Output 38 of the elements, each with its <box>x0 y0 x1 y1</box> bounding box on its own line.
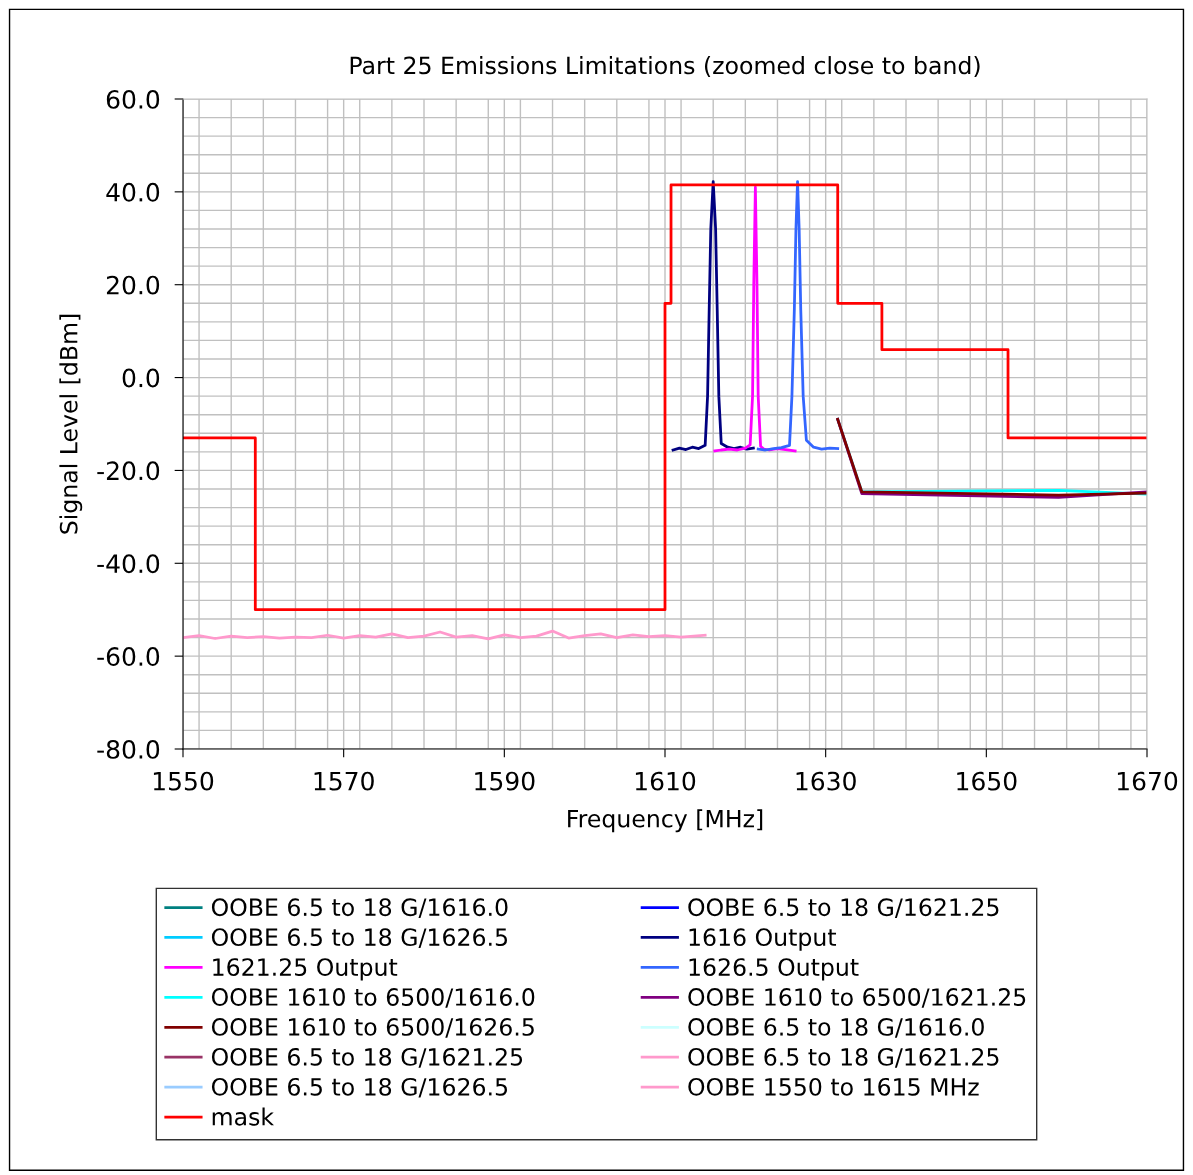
legend-label: 1616 Output <box>689 928 837 951</box>
line-series <box>756 180 840 452</box>
y-tick-label: 20.0 <box>106 275 160 295</box>
legend-label: 1621.25 Output <box>213 958 398 981</box>
y-tick-label: -60.0 <box>97 647 160 666</box>
legend-label: OOBE 6.5 to 18 G/1621.25 <box>688 1047 999 1068</box>
legend-label: OOBE 1610 to 6500/1626.5 <box>211 1018 534 1038</box>
legend-label: OOBE 6.5 to 18 G/1621.25 <box>211 1047 523 1068</box>
y-tick-label: 0.0 <box>122 368 160 388</box>
x-tick-label: 1550 <box>153 771 214 791</box>
y-tick-label: -40.0 <box>97 554 160 574</box>
legend-label: OOBE 6.5 to 18 G/1616.0 <box>211 898 508 918</box>
y-tick-label: 40.0 <box>106 182 160 202</box>
legend-label: OOBE 1610 to 6500/1621.25 <box>688 988 1026 1008</box>
line-series <box>183 183 1147 612</box>
line-series <box>671 180 755 452</box>
x-tick-label: 1590 <box>475 771 535 791</box>
legend-label: 1626.5 Output <box>689 958 859 981</box>
legend-label: OOBE 1610 to 6500/1616.0 <box>211 988 535 1008</box>
chart-title: Part 25 Emissions Limitations (zoomed close to band) <box>350 56 980 78</box>
line-series <box>183 629 707 641</box>
legend-label: OOBE 6.5 to 18 G/1626.5 <box>211 928 508 948</box>
y-tick-label: 60.0 <box>106 89 160 109</box>
x-tick-label: 1670 <box>1117 771 1178 791</box>
line-series <box>713 185 797 453</box>
x-tick-label: 1650 <box>957 771 1017 791</box>
x-tick-label: 1610 <box>635 771 696 791</box>
legend-label: OOBE 1550 to 1615 MHz <box>688 1077 979 1096</box>
legend-label: mask <box>212 1107 274 1126</box>
x-tick-label: 1630 <box>796 771 856 791</box>
y-tick-label: -20.0 <box>97 461 160 481</box>
legend-label: OOBE 6.5 to 18 G/1621.25 <box>688 898 999 918</box>
y-tick-label: -80.0 <box>97 739 160 759</box>
legend-label: OOBE 6.5 to 18 G/1616.0 <box>688 1018 984 1038</box>
x-axis-title: Frequency [MHz] <box>568 809 763 833</box>
legend-label: OOBE 6.5 to 18 G/1626.5 <box>211 1077 508 1098</box>
x-tick-label: 1570 <box>314 771 374 791</box>
y-axis-title: Signal Level [dBm] <box>59 314 83 534</box>
